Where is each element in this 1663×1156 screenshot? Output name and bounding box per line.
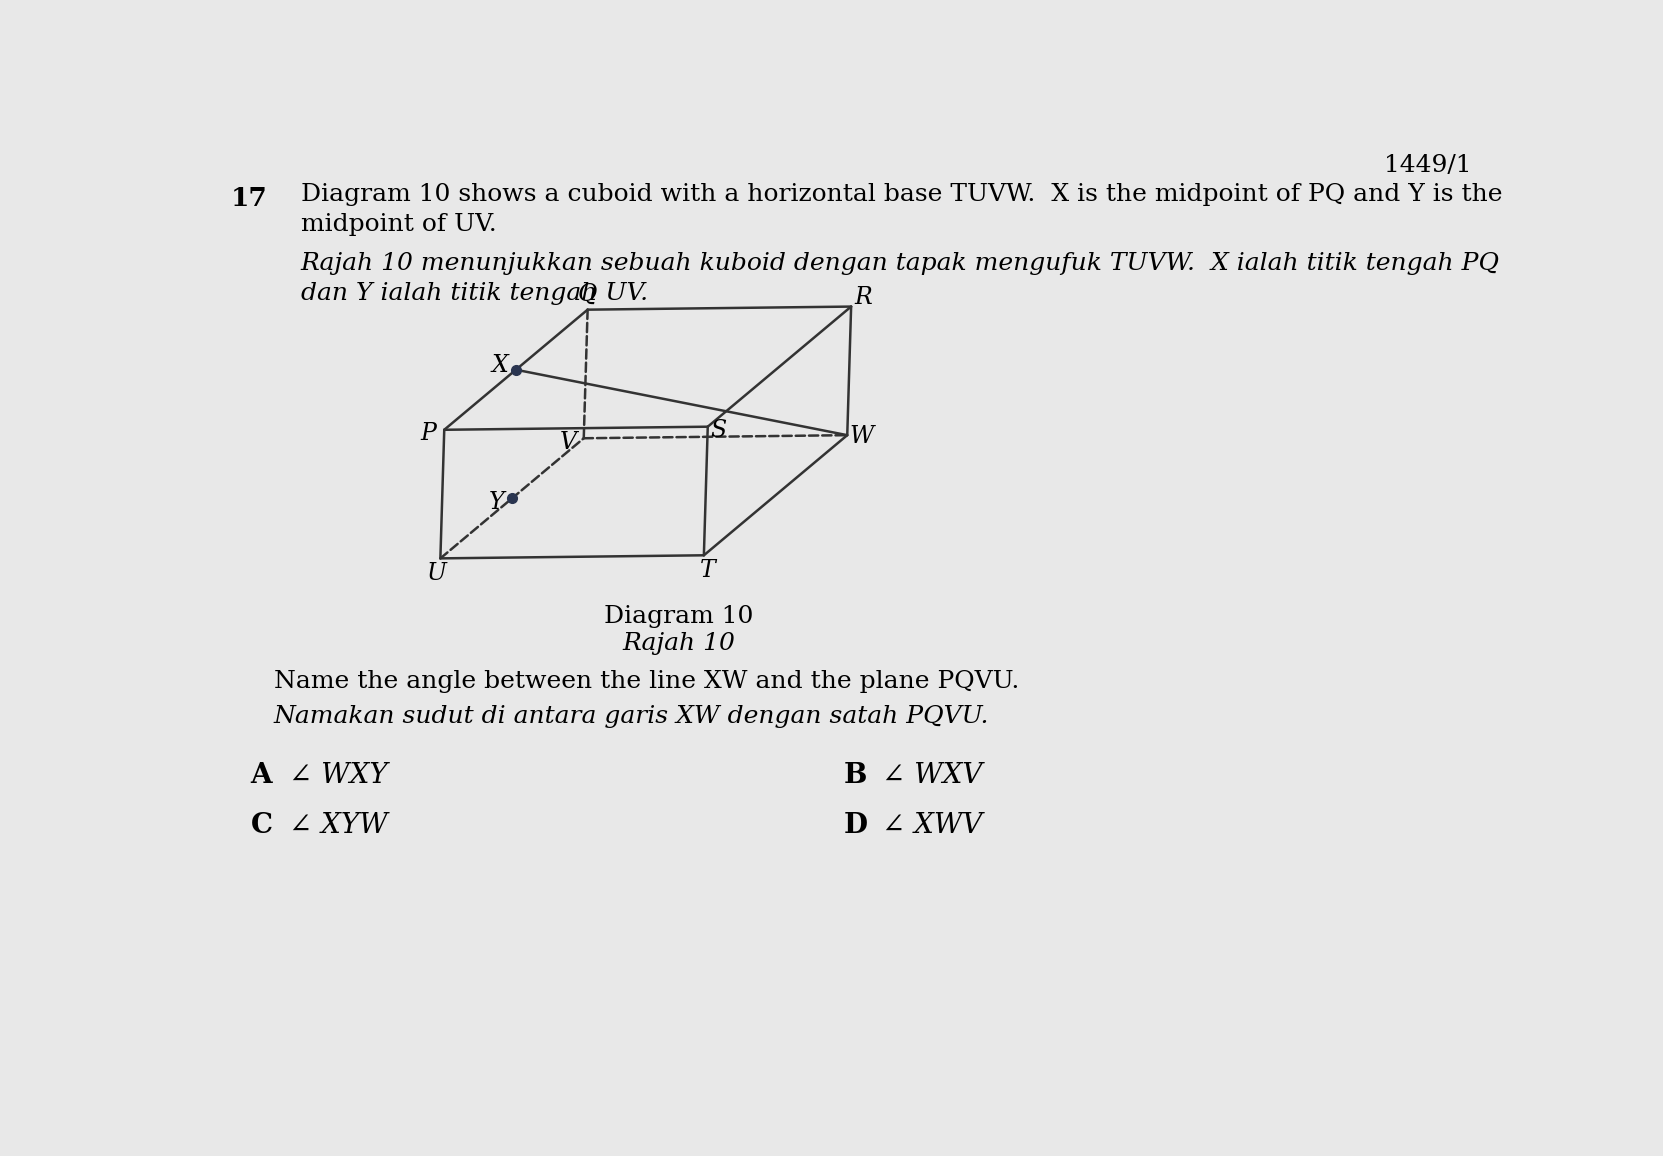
Text: ∠ XYW: ∠ XYW	[289, 813, 387, 839]
Text: 1449/1: 1449/1	[1384, 154, 1472, 177]
Text: ∠ WXV: ∠ WXV	[881, 763, 983, 790]
Text: T: T	[700, 560, 715, 583]
Text: Name the angle between the line XW and the plane PQVU.: Name the angle between the line XW and t…	[274, 670, 1019, 692]
Text: dan Y ialah titik tengah UV.: dan Y ialah titik tengah UV.	[301, 282, 649, 305]
Text: V: V	[560, 430, 577, 453]
Text: ∠ XWV: ∠ XWV	[881, 813, 983, 839]
Text: Namakan sudut di antara garis XW dengan satah PQVU.: Namakan sudut di antara garis XW dengan …	[274, 705, 989, 727]
Text: W: W	[850, 425, 873, 449]
Text: Y: Y	[489, 490, 504, 513]
Text: A: A	[251, 763, 273, 790]
Text: Diagram 10: Diagram 10	[604, 605, 753, 628]
Text: B: B	[843, 763, 866, 790]
Text: ∠ WXY: ∠ WXY	[289, 763, 387, 790]
Text: midpoint of UV.: midpoint of UV.	[301, 214, 497, 237]
Text: 17: 17	[231, 186, 268, 212]
Text: Rajah 10: Rajah 10	[622, 631, 735, 654]
Text: C: C	[251, 813, 273, 839]
Text: Rajah 10 menunjukkan sebuah kuboid dengan tapak mengufuk TUVW.  X ialah titik te: Rajah 10 menunjukkan sebuah kuboid denga…	[301, 252, 1500, 275]
Text: X: X	[492, 355, 509, 377]
Text: P: P	[421, 422, 437, 445]
Text: U: U	[427, 562, 446, 585]
Text: D: D	[843, 813, 868, 839]
Text: Q: Q	[579, 283, 597, 305]
Text: S: S	[710, 418, 727, 442]
Text: R: R	[853, 286, 871, 309]
Text: Diagram 10 shows a cuboid with a horizontal base TUVW.  X is the midpoint of PQ : Diagram 10 shows a cuboid with a horizon…	[301, 184, 1502, 207]
